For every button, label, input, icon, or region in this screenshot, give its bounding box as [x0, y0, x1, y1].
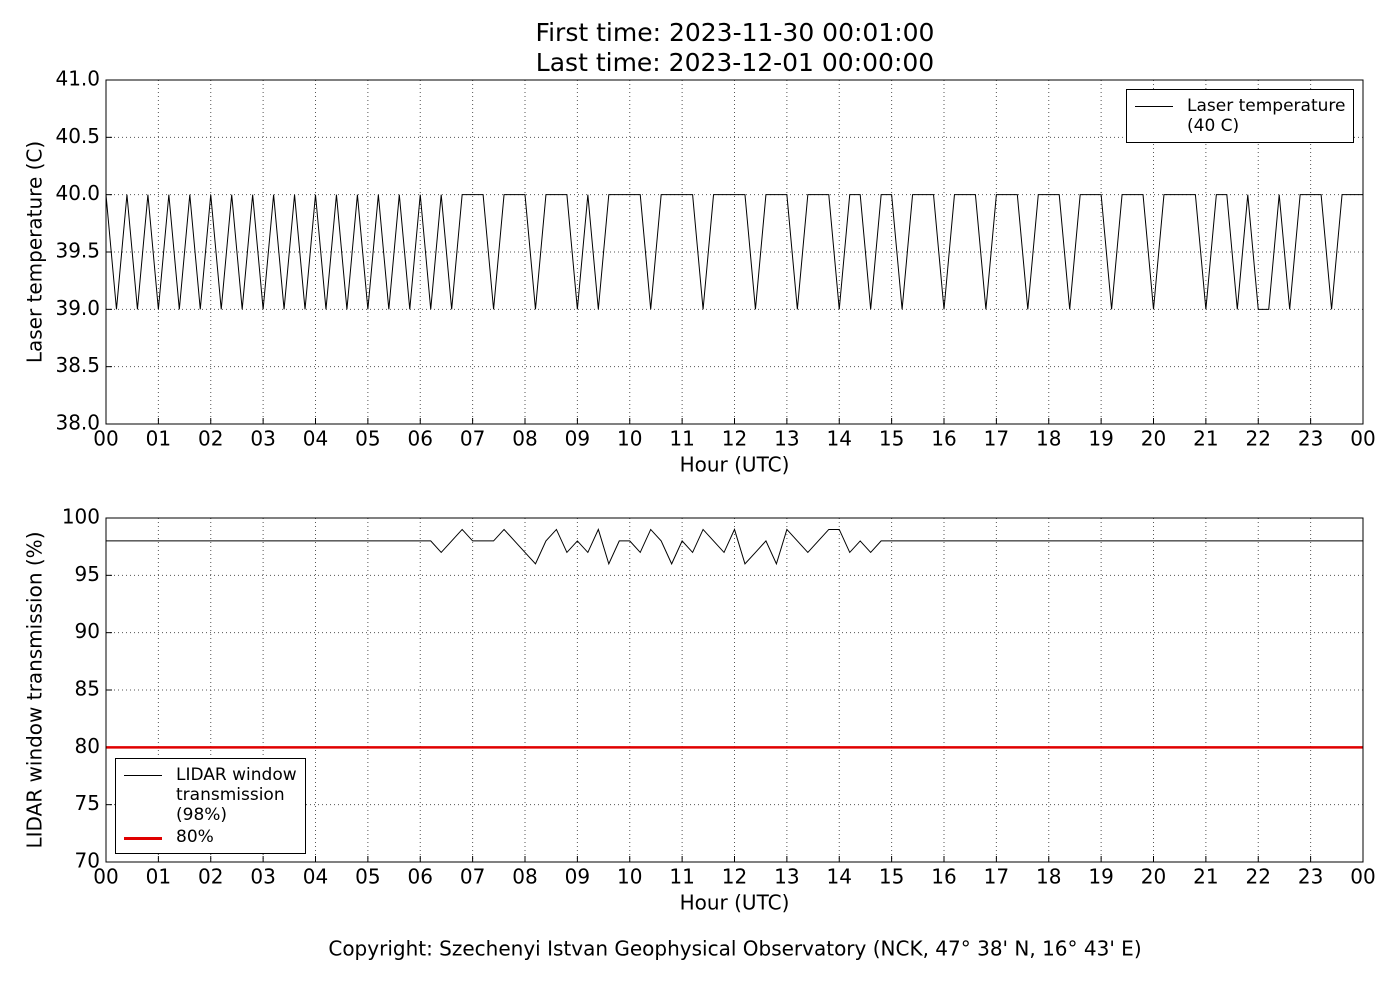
footer: Copyright: Szechenyi Istvan Geophysical …: [328, 937, 1141, 961]
x-tick-label: 23: [1298, 427, 1323, 451]
x-tick-label: 11: [669, 865, 694, 889]
x-tick-label: 15: [879, 865, 904, 889]
x-tick-label: 00: [93, 865, 118, 889]
data-line: [105, 194, 1363, 310]
x-axis-label: Hour (UTC): [680, 453, 790, 477]
x-tick-label: 13: [774, 865, 799, 889]
legend: LIDAR window transmission (98%) 80%: [115, 758, 306, 854]
x-tick-label: 17: [984, 865, 1009, 889]
x-tick-label: 19: [1088, 427, 1113, 451]
x-tick-label: 07: [460, 427, 485, 451]
x-tick-label: 05: [355, 427, 380, 451]
y-tick-label: 41.0: [55, 67, 100, 91]
x-tick-label: 01: [146, 865, 171, 889]
x-tick-label: 09: [565, 865, 590, 889]
x-tick-label: 01: [146, 427, 171, 451]
legend: Laser temperature (40 C): [1126, 89, 1355, 143]
x-tick-label: 15: [879, 427, 904, 451]
x-tick-label: 04: [303, 865, 328, 889]
x-tick-label: 19: [1088, 865, 1113, 889]
x-tick-label: 07: [460, 865, 485, 889]
x-tick-label: 17: [984, 427, 1009, 451]
x-tick-label: 05: [355, 865, 380, 889]
legend-label: 80%: [176, 827, 214, 847]
y-tick-label: 85: [75, 677, 100, 701]
x-tick-label: 00: [1350, 427, 1375, 451]
y-tick-label: 40.5: [55, 124, 100, 148]
x-tick-label: 06: [408, 427, 433, 451]
x-tick-label: 14: [827, 865, 852, 889]
x-tick-label: 10: [617, 427, 642, 451]
x-tick-label: 11: [669, 427, 694, 451]
legend-swatch: [124, 837, 162, 840]
x-tick-label: 06: [408, 865, 433, 889]
x-tick-label: 04: [303, 427, 328, 451]
y-tick-label: 39.5: [55, 239, 100, 263]
subtitle: Last time: 2023-12-01 00:00:00: [536, 48, 934, 77]
x-tick-label: 02: [198, 427, 223, 451]
title: First time: 2023-11-30 00:01:00: [536, 18, 935, 47]
x-tick-label: 18: [1036, 427, 1061, 451]
x-tick-label: 08: [512, 427, 537, 451]
x-tick-label: 03: [250, 865, 275, 889]
x-tick-label: 03: [250, 427, 275, 451]
legend-swatch: [124, 775, 162, 776]
x-tick-label: 22: [1246, 427, 1271, 451]
x-tick-label: 22: [1246, 865, 1271, 889]
x-tick-label: 16: [931, 865, 956, 889]
y-tick-label: 90: [75, 619, 100, 643]
x-tick-label: 21: [1193, 427, 1218, 451]
x-tick-label: 12: [722, 427, 747, 451]
x-tick-label: 00: [1350, 865, 1375, 889]
x-tick-label: 21: [1193, 865, 1218, 889]
y-tick-label: 38.5: [55, 353, 100, 377]
legend-entry: LIDAR window transmission (98%): [124, 765, 297, 825]
x-tick-label: 08: [512, 865, 537, 889]
x-tick-label: 12: [722, 865, 747, 889]
x-tick-label: 23: [1298, 865, 1323, 889]
y-tick-label: 40.0: [55, 181, 100, 205]
x-tick-label: 20: [1141, 427, 1166, 451]
x-tick-label: 13: [774, 427, 799, 451]
y-tick-label: 70: [75, 849, 100, 873]
plot-frame: [105, 79, 1364, 425]
y-axis-label: LIDAR window transmission (%): [23, 532, 47, 849]
y-tick-label: 95: [75, 562, 100, 586]
x-tick-label: 14: [827, 427, 852, 451]
x-axis-label: Hour (UTC): [680, 891, 790, 915]
legend-entry: Laser temperature (40 C): [1135, 96, 1345, 136]
legend-label: LIDAR window transmission (98%): [176, 765, 297, 825]
x-tick-label: 09: [565, 427, 590, 451]
y-tick-label: 80: [75, 734, 100, 758]
y-tick-label: 39.0: [55, 296, 100, 320]
y-tick-label: 75: [75, 791, 100, 815]
legend-label: Laser temperature (40 C): [1187, 96, 1346, 136]
y-tick-label: 100: [62, 505, 100, 529]
legend-swatch: [1135, 106, 1173, 107]
y-axis-label: Laser temperature (C): [23, 141, 47, 363]
x-tick-label: 20: [1141, 865, 1166, 889]
x-tick-label: 18: [1036, 865, 1061, 889]
y-tick-label: 38.0: [55, 411, 100, 435]
x-tick-label: 10: [617, 865, 642, 889]
x-tick-label: 16: [931, 427, 956, 451]
x-tick-label: 00: [93, 427, 118, 451]
plot-frame: [105, 517, 1364, 863]
x-tick-label: 02: [198, 865, 223, 889]
legend-entry: 80%: [124, 827, 297, 847]
data-line: [106, 528, 1363, 566]
